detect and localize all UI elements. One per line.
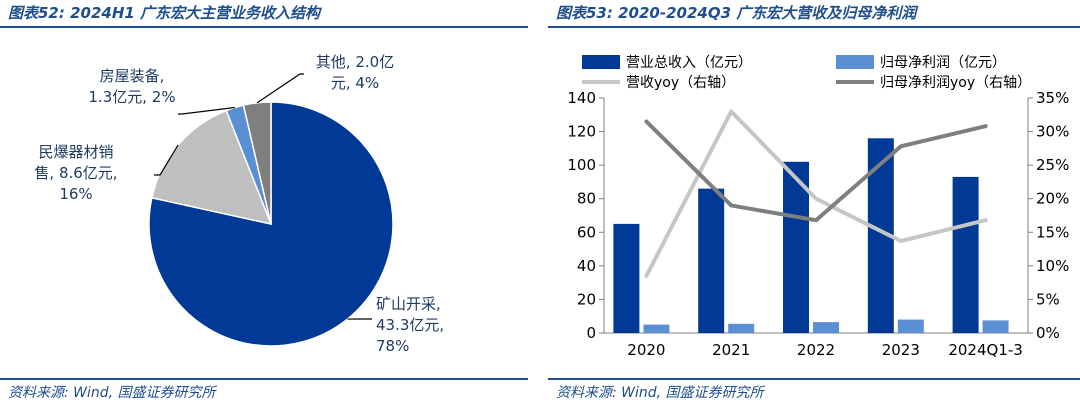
pie-label-2-line-0: 房屋装备, (100, 67, 165, 85)
pie-label-3-line-0: 其他, 2.0亿 (316, 53, 394, 71)
bar-revenue-4 (952, 176, 979, 333)
legend-label-2: 营收yoy（右轴） (626, 75, 735, 91)
line-revenue-yoy (644, 109, 988, 278)
bar-net-profit-1 (728, 323, 755, 333)
pie-chart-panel: 图表52: 2024H1 广东宏大主营业务收入结构 矿山开采, 43.3亿元, 78… (0, 0, 528, 408)
bar-line-chart-svg: 0 20 40 60 80 100 120 140 0% 5% 10% 15% 20% 25% 30% 35%… (567, 54, 1069, 359)
left-tick-label-7: 140 (567, 89, 596, 107)
pie-label-0-line-2: 78% (376, 337, 409, 355)
pie-label-0-line-0: 矿山开采, (376, 295, 441, 313)
bar-line-title-rule (548, 26, 1080, 28)
right-tick-label-7: 35% (1036, 89, 1069, 107)
pie-title-rule (0, 26, 528, 28)
right-tick-label-6: 30% (1036, 123, 1069, 141)
line-net-profit-yoy (644, 119, 988, 223)
right-tick-label-3: 15% (1036, 223, 1069, 241)
pie-label-0-line-1: 43.3亿元, (376, 316, 444, 334)
x-tick-label-1: 2021 (712, 341, 750, 359)
right-tick-label-0: 0% (1036, 324, 1060, 342)
pie-chart-source: 资料来源: Wind, 国盛证券研究所 (8, 385, 216, 401)
right-tick-label-4: 20% (1036, 190, 1069, 208)
bar-net-profit-2 (813, 322, 839, 333)
legend-swatch-0 (582, 55, 620, 69)
legend-swatch-1 (836, 55, 874, 69)
left-tick-label-6: 120 (567, 123, 596, 141)
pie-source-rule (0, 378, 528, 380)
bar-line-source-rule (548, 378, 1080, 380)
bar-revenue-1 (698, 188, 725, 333)
left-tick-label-3: 60 (577, 223, 596, 241)
bar-revenue-0 (613, 223, 640, 333)
pie-leader-line-2 (178, 106, 235, 115)
bar-net-profit-3 (897, 319, 924, 333)
legend-label-1: 归母净利润（亿元） (880, 54, 1006, 71)
pie-label-1-line-0: 民爆器材销 (38, 143, 113, 161)
pie-chart-title: 图表52: 2024H1 广东宏大主营业务收入结构 (8, 4, 321, 22)
x-tick-label-0: 2020 (627, 341, 665, 359)
bar-net-profit-4 (982, 320, 1009, 333)
left-tick-label-5: 100 (567, 156, 596, 174)
left-tick-label-4: 80 (577, 190, 596, 208)
left-tick-label-1: 20 (577, 290, 596, 308)
bar-line-chart-panel: 图表53: 2020-2024Q3 广东宏大营收及归母净利润 0 20 40 60 80… (548, 0, 1080, 408)
x-tick-label-2: 2022 (797, 341, 835, 359)
pie-label-3-line-1: 元, 4% (331, 74, 379, 92)
pie-leader-line-1 (154, 144, 179, 176)
left-tick-label-2: 40 (577, 257, 596, 275)
pie-label-1-line-1: 售, 8.6亿元, (34, 164, 117, 182)
right-tick-label-1: 5% (1036, 290, 1060, 308)
legend-label-3: 归母净利润yoy（右轴） (880, 74, 1031, 91)
bar-net-profit-0 (643, 324, 670, 333)
x-tick-label-3: 2023 (882, 341, 920, 359)
pie-label-1-line-2: 16% (59, 185, 92, 203)
x-tick-label-4: 2024Q1-3 (948, 341, 1022, 359)
right-tick-label-2: 10% (1036, 257, 1069, 275)
right-tick-label-5: 25% (1036, 156, 1069, 174)
left-tick-label-0: 0 (586, 324, 596, 342)
bar-revenue-2 (783, 161, 809, 333)
pie-label-2-line-1: 1.3亿元, 2% (88, 88, 175, 106)
legend-label-0: 营业总收入（亿元） (626, 55, 752, 71)
bar-line-chart-source: 资料来源: Wind, 国盛证券研究所 (556, 385, 764, 401)
bar-line-chart-title: 图表53: 2020-2024Q3 广东宏大营收及归母净利润 (556, 4, 917, 22)
pie-leader-line-3 (256, 73, 304, 104)
